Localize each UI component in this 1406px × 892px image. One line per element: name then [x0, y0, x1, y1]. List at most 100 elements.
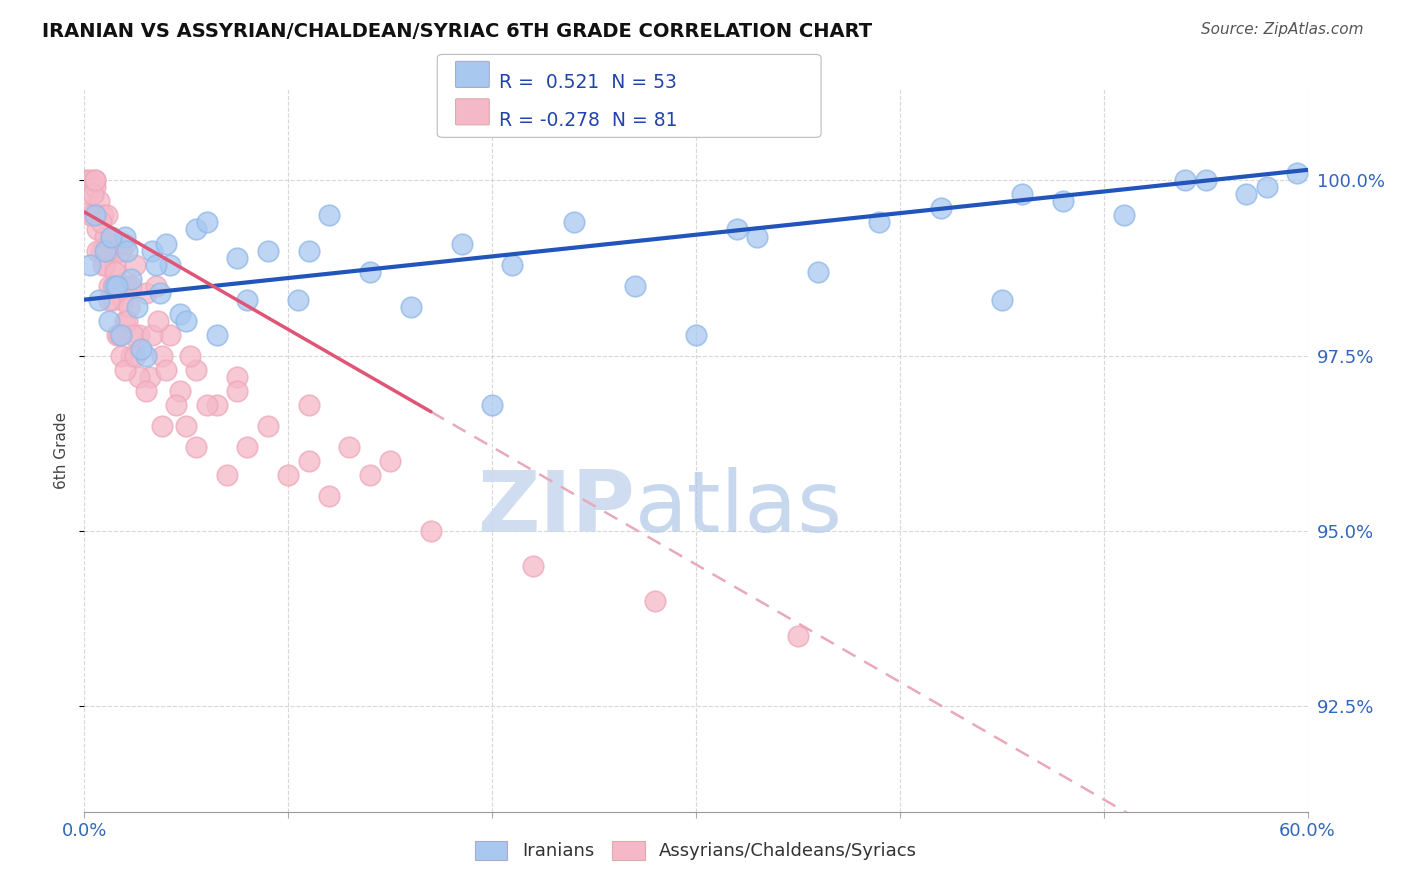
- Text: ZIP: ZIP: [477, 467, 636, 549]
- Legend: Iranians, Assyrians/Chaldeans/Syriacs: Iranians, Assyrians/Chaldeans/Syriacs: [468, 834, 924, 868]
- Point: [100, 244, 122, 258]
- Point: [108, 327, 131, 342]
- Point: [100, 229, 122, 244]
- Point: [174, 418, 197, 433]
- Point: [105, 278, 128, 293]
- Point: [339, 440, 361, 454]
- Point: [114, 363, 136, 377]
- Point: [257, 418, 280, 433]
- Point: [91, 258, 114, 272]
- Point: [138, 369, 160, 384]
- Point: [150, 418, 173, 433]
- Point: [75, 173, 97, 187]
- Point: [562, 215, 585, 229]
- Point: [115, 278, 138, 293]
- Point: [236, 293, 259, 307]
- Point: [991, 293, 1014, 307]
- Point: [101, 278, 124, 293]
- Point: [359, 468, 381, 483]
- Point: [159, 258, 181, 272]
- Point: [115, 244, 138, 258]
- Point: [135, 285, 157, 300]
- Point: [747, 229, 769, 244]
- Point: [114, 229, 136, 244]
- Point: [1114, 209, 1136, 223]
- Point: [127, 300, 149, 314]
- Point: [169, 384, 191, 398]
- Point: [287, 293, 309, 307]
- Point: [169, 307, 191, 321]
- Point: [82, 209, 104, 223]
- Point: [1174, 173, 1197, 187]
- Text: IRANIAN VS ASSYRIAN/CHALDEAN/SYRIAC 6TH GRADE CORRELATION CHART: IRANIAN VS ASSYRIAN/CHALDEAN/SYRIAC 6TH …: [42, 22, 872, 41]
- Point: [105, 327, 128, 342]
- Point: [83, 209, 105, 223]
- Point: [787, 629, 810, 643]
- Point: [120, 349, 142, 363]
- Point: [155, 236, 177, 251]
- Point: [195, 215, 218, 229]
- Point: [298, 244, 321, 258]
- Point: [685, 327, 707, 342]
- Point: [86, 244, 108, 258]
- Point: [145, 258, 167, 272]
- Point: [124, 349, 146, 363]
- Point: [128, 327, 150, 342]
- Point: [97, 278, 120, 293]
- Point: [450, 236, 472, 251]
- Point: [120, 278, 142, 293]
- Point: [226, 251, 249, 265]
- Point: [108, 278, 131, 293]
- Point: [115, 314, 138, 328]
- Point: [502, 258, 524, 272]
- Point: [135, 384, 157, 398]
- Point: [141, 327, 163, 342]
- Point: [298, 454, 321, 468]
- Point: [226, 384, 249, 398]
- Point: [1195, 173, 1218, 187]
- Point: [124, 258, 146, 272]
- Point: [83, 180, 105, 194]
- Point: [522, 559, 544, 574]
- Point: [481, 398, 503, 412]
- Text: R =  0.521  N = 53: R = 0.521 N = 53: [499, 73, 678, 93]
- Point: [159, 327, 181, 342]
- Text: R = -0.278  N = 81: R = -0.278 N = 81: [499, 111, 678, 130]
- Point: [114, 236, 136, 251]
- Point: [93, 244, 115, 258]
- Point: [359, 264, 381, 278]
- Point: [1286, 166, 1309, 180]
- Point: [118, 300, 141, 314]
- Point: [155, 363, 177, 377]
- Point: [97, 314, 120, 328]
- Point: [101, 293, 124, 307]
- Point: [174, 314, 197, 328]
- Point: [83, 173, 105, 187]
- Point: [114, 314, 136, 328]
- Point: [195, 398, 218, 412]
- Point: [97, 293, 120, 307]
- Point: [236, 440, 259, 454]
- Point: [110, 349, 132, 363]
- Point: [145, 278, 167, 293]
- Point: [318, 209, 340, 223]
- Point: [104, 278, 127, 293]
- Point: [217, 468, 239, 483]
- Point: [87, 194, 110, 209]
- Point: [380, 454, 402, 468]
- Point: [205, 327, 228, 342]
- Point: [82, 187, 104, 202]
- Point: [100, 229, 122, 244]
- Point: [86, 222, 108, 236]
- Point: [226, 369, 249, 384]
- Point: [104, 264, 127, 278]
- Point: [79, 173, 101, 187]
- Point: [186, 440, 208, 454]
- Point: [120, 271, 142, 285]
- Point: [725, 222, 748, 236]
- Point: [128, 369, 150, 384]
- Point: [318, 489, 340, 503]
- Point: [79, 258, 101, 272]
- Point: [93, 229, 115, 244]
- Point: [110, 327, 132, 342]
